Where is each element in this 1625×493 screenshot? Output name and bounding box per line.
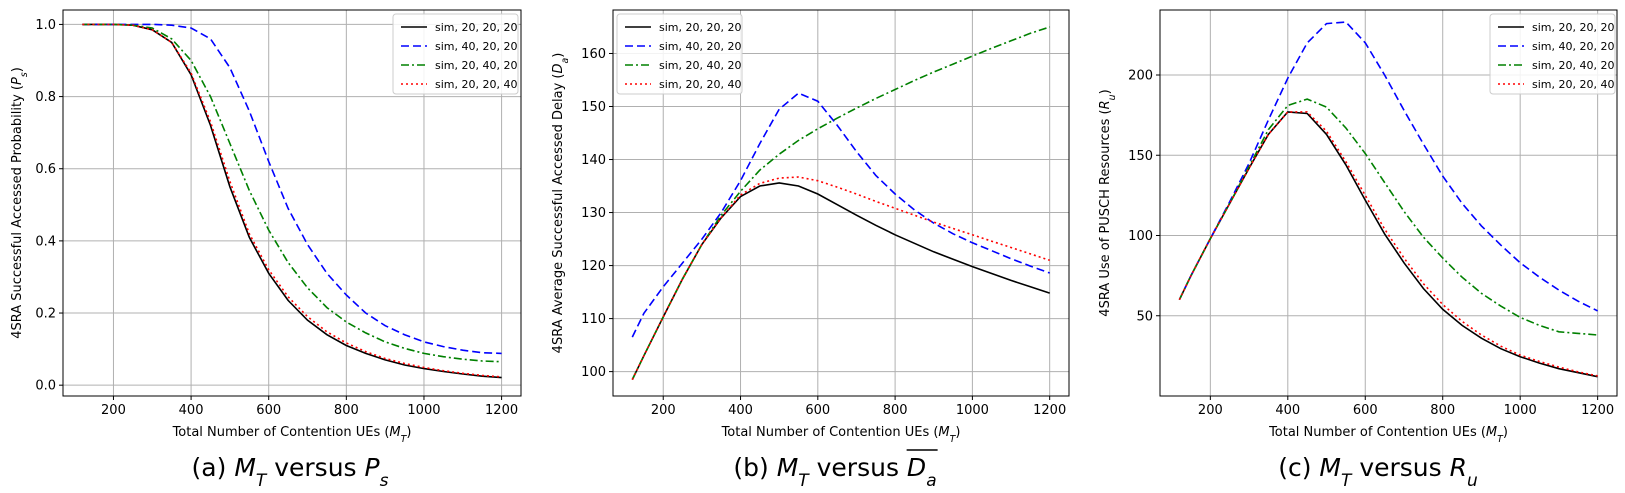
y-tick-label: 150: [1128, 149, 1153, 164]
y-tick-label: 100: [581, 365, 606, 380]
series-line-2: [82, 23, 502, 355]
x-tick-label: 800: [334, 403, 359, 418]
x-tick-label: 200: [1198, 403, 1223, 418]
series-line-1: [631, 182, 1050, 380]
series-line-4: [631, 176, 1050, 380]
legend: sim, 20, 20, 20 sim, 40, 20, 20 sim, 20, 4…: [616, 13, 743, 95]
x-tick-label: 1000: [407, 403, 440, 418]
x-tick-label: 800: [883, 403, 908, 418]
legend-label-4: sim, 20, 20, 40: [1532, 78, 1614, 91]
y-axis-label: 4SRA Average Successful Accessed Delay (…: [551, 53, 571, 354]
plot-frame: [1159, 9, 1618, 397]
x-tick-label: 800: [1430, 403, 1455, 418]
legend-label-3: sim, 20, 40, 20: [1532, 59, 1614, 72]
y-tick-label: 110: [581, 312, 606, 327]
series-line-1: [1178, 111, 1598, 378]
legend-label-1: sim, 20, 20, 20: [659, 21, 741, 34]
legend-label-2: sim, 40, 20, 20: [659, 40, 741, 53]
series-line-4: [1178, 111, 1598, 377]
x-tick-label: 1000: [1504, 403, 1537, 418]
plot-frame: [62, 9, 522, 397]
series-line-3: [631, 26, 1050, 380]
x-tick-label: 1000: [956, 403, 989, 418]
series-line-4: [82, 23, 502, 378]
legend-label-1: sim, 20, 20, 20: [1532, 21, 1614, 34]
legend-box: [1489, 13, 1616, 95]
y-tick-label: 200: [1128, 69, 1153, 84]
series-line-2: [631, 92, 1050, 338]
y-tick-label: 130: [581, 206, 606, 221]
x-tick-label: 400: [179, 403, 204, 418]
y-axis-label: 4SRA Use of PUSCH Resources (Ru): [1098, 89, 1118, 316]
y-tick-label: 160: [581, 47, 606, 62]
x-tick-label: 400: [1275, 403, 1300, 418]
legend-box: [392, 13, 519, 95]
x-tick-label: 1200: [485, 403, 518, 418]
y-tick-label: 0.0: [35, 379, 56, 394]
legend: sim, 20, 20, 20 sim, 40, 20, 20 sim, 20, 4…: [1489, 13, 1616, 95]
series-line-2: [1178, 21, 1598, 312]
x-tick-label: 600: [1353, 403, 1378, 418]
y-tick-label: 150: [581, 100, 606, 115]
y-tick-label: 0.4: [35, 234, 56, 249]
chart-panel-2: 200 400 600 800 1000 1200 100 110 120 130 140 150 16…: [551, 9, 1070, 445]
legend-label-4: sim, 20, 20, 40: [435, 78, 517, 91]
y-tick-label: 120: [581, 259, 606, 274]
y-axis-label: 4SRA Successful Accessed Probability (Ps…: [10, 67, 30, 339]
y-tick-label: 140: [581, 153, 606, 168]
y-tick-label: 0.8: [35, 90, 56, 105]
x-axis-label: Total Number of Contention UEs (MT): [721, 425, 961, 445]
y-tick-label: 100: [1128, 229, 1153, 244]
legend-box: [616, 13, 743, 95]
y-tick-label: 1.0: [35, 18, 56, 33]
panel-caption: (a) MT versus Ps: [192, 453, 389, 491]
chart-panel-3: 200 400 600 800 1000 1200 50 100 150 200 Total Num…: [1098, 9, 1618, 445]
legend-label-2: sim, 40, 20, 20: [435, 40, 517, 53]
series-line-3: [82, 23, 502, 363]
x-tick-label: 1200: [1033, 403, 1066, 418]
x-tick-label: 200: [101, 403, 126, 418]
legend-label-3: sim, 20, 40, 20: [659, 59, 741, 72]
legend: sim, 20, 20, 20 sim, 40, 20, 20 sim, 20, 4…: [392, 13, 519, 95]
x-tick-label: 600: [805, 403, 830, 418]
series-line-1: [82, 23, 502, 379]
plot-frame: [612, 9, 1070, 397]
x-tick-label: 1200: [1581, 403, 1614, 418]
x-tick-label: 200: [651, 403, 676, 418]
x-tick-label: 600: [256, 403, 281, 418]
y-tick-label: 0.2: [35, 307, 56, 322]
legend-label-2: sim, 40, 20, 20: [1532, 40, 1614, 53]
panel-caption: (c) MT versus Ru: [1278, 453, 1478, 491]
legend-label-1: sim, 20, 20, 20: [435, 21, 517, 34]
series-line-3: [1178, 98, 1598, 336]
x-tick-label: 400: [728, 403, 753, 418]
legend-label-4: sim, 20, 20, 40: [659, 78, 741, 91]
y-tick-label: 50: [1136, 309, 1153, 324]
x-axis-label: Total Number of Contention UEs (MT): [1268, 425, 1508, 445]
chart-panel-1: 200 400 600 800 1000 1200 0.0 0.2 0.4 0.6 0.8 1.0 To…: [10, 9, 522, 445]
y-tick-label: 0.6: [35, 162, 56, 177]
panel-caption: (b) MT versus Da: [733, 453, 936, 491]
x-axis-label: Total Number of Contention UEs (MT): [172, 425, 412, 445]
legend-label-3: sim, 20, 40, 20: [435, 59, 517, 72]
